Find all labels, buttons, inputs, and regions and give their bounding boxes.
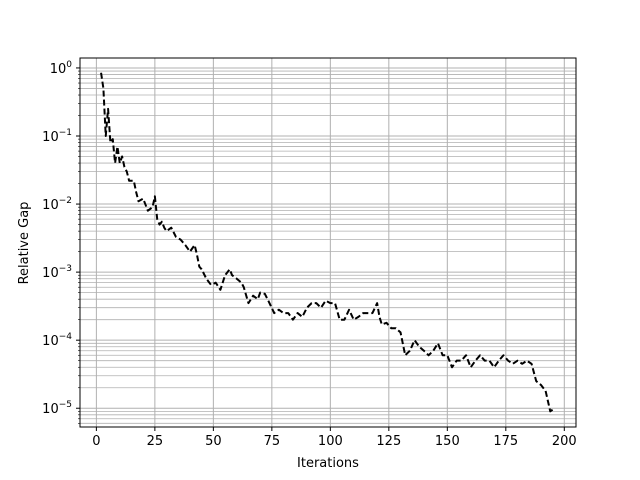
x-tick-label: 0 bbox=[92, 434, 100, 449]
x-tick-label: 175 bbox=[493, 434, 518, 449]
axis-ticks: 0 25 50 75 100 125 150 175 200 100 10−1 10−2 10−3 10−… bbox=[42, 60, 577, 449]
grid bbox=[80, 58, 576, 427]
x-tick-label: 150 bbox=[435, 434, 460, 449]
x-tick-label: 125 bbox=[376, 434, 401, 449]
y-tick-label: 10−2 bbox=[42, 196, 72, 213]
x-tick-label: 50 bbox=[205, 434, 222, 449]
y-tick-label: 10−4 bbox=[42, 332, 72, 349]
y-tick-label: 10−1 bbox=[42, 128, 72, 145]
x-tick-label: 75 bbox=[264, 434, 281, 449]
y-tick-label: 10−5 bbox=[42, 400, 72, 417]
y-axis-title: Relative Gap bbox=[17, 202, 32, 285]
x-axis-title: Iterations bbox=[297, 456, 359, 471]
x-tick-label: 25 bbox=[147, 434, 164, 449]
plot-frame bbox=[79, 57, 577, 428]
y-tick-label: 100 bbox=[50, 60, 73, 77]
series-line bbox=[100, 72, 554, 413]
x-tick-label: 100 bbox=[318, 434, 343, 449]
data-layer bbox=[100, 72, 554, 413]
y-tick-label: 10−3 bbox=[42, 264, 72, 281]
x-tick-label: 200 bbox=[552, 434, 577, 449]
